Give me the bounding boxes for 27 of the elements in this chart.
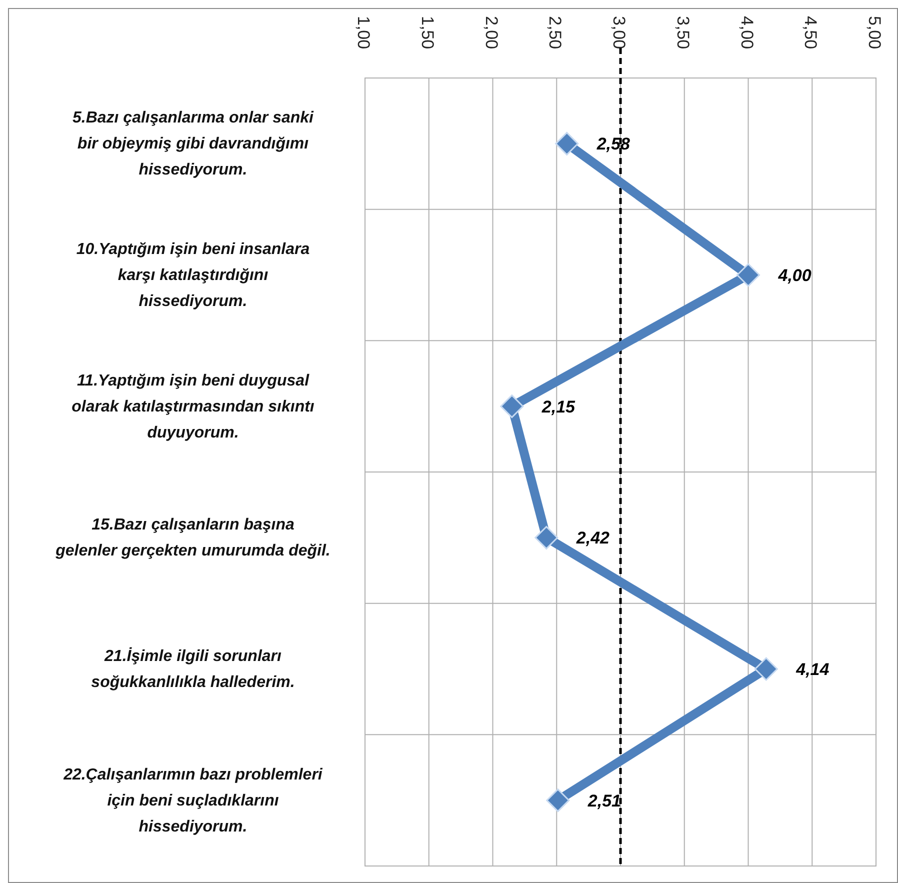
text: 2,15: [542, 397, 576, 416]
y-tick-label: 22.Çalışanlarımın bazı problemleri için beni suçladıklarını hissediyorum.: [62, 766, 323, 836]
x-tick-label: 4,00: [737, 16, 756, 50]
text: 4,00: [778, 266, 812, 285]
point: [534, 526, 558, 550]
x-tick-label: 5,00: [865, 16, 884, 50]
point: [546, 788, 570, 812]
y-tick-label: 5.Bazı çalışanlarıma onlar sanki bir objeymiş gibi davrandığımı hissediyorum.: [72, 110, 314, 179]
point: [736, 263, 760, 287]
x-tick-label: 1,00: [354, 16, 373, 50]
text: 4,14: [796, 660, 830, 679]
x-tick-label: 3,00: [610, 16, 628, 50]
x-tick-label: 4,50: [801, 16, 820, 50]
text: 2,58: [596, 134, 630, 154]
y-tick-label: 21.İşimle ilgili sorunları soğukkanlılıkla hallederim.: [91, 647, 295, 691]
x-tick-label: 1,50: [418, 16, 437, 50]
point: [500, 394, 524, 418]
x-tick-label: 2,50: [546, 16, 565, 50]
x-tick-label: 3,50: [673, 16, 692, 50]
text: 2,42: [576, 528, 610, 548]
point: [555, 132, 579, 156]
point: [754, 657, 778, 681]
y-tick-label: 11.Yaptığım işin beni duygusal olarak katılaştırmasından sıkıntı duyuyorum.: [72, 372, 315, 442]
x-tick-label: 2,00: [482, 16, 501, 50]
y-tick-label: 10.Yaptığım işin beni insanlara karşı katılaştırdığını hissediyorum.: [76, 241, 310, 310]
y-tick-label: 15.Bazı çalışanların başına gelenler gerçekten umurumda değil.: [54, 516, 330, 560]
text: 2,51: [588, 791, 621, 810]
